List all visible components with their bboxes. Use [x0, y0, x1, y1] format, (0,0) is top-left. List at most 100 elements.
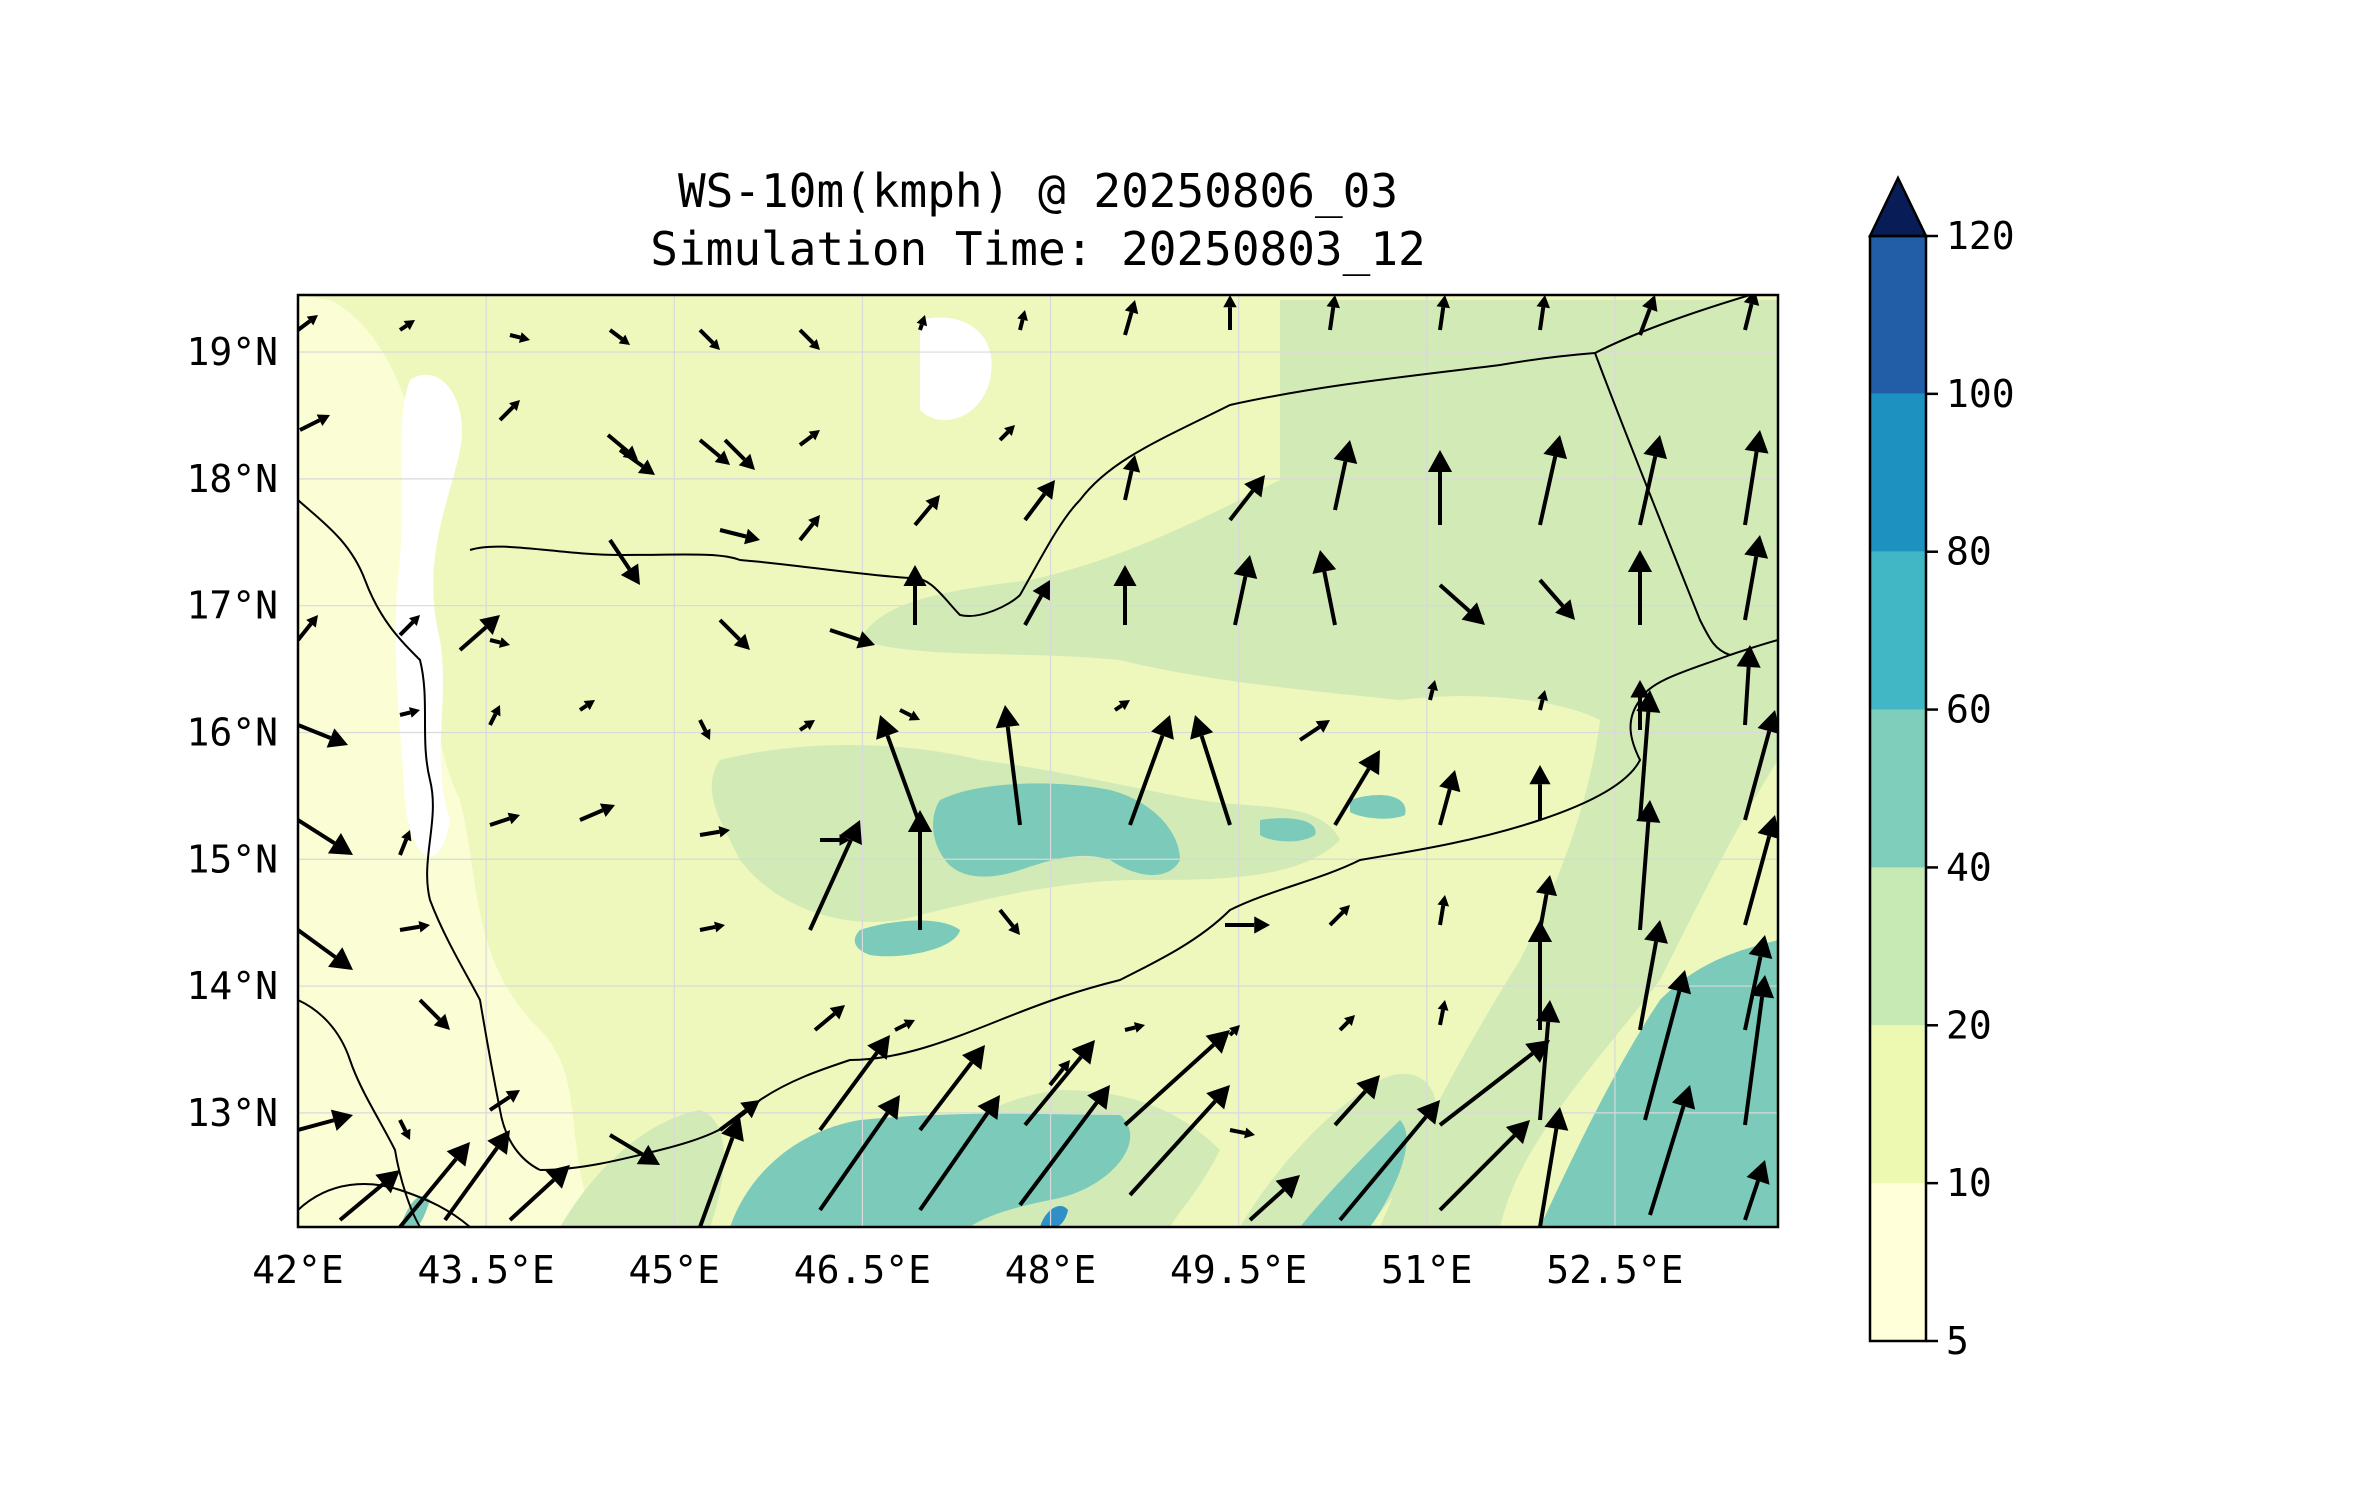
wind-arrow	[1537, 690, 1548, 711]
wind-arrow	[1627, 550, 1653, 625]
y-tick-label: 16°N	[186, 710, 278, 754]
wind-arrow	[1017, 310, 1028, 331]
wind-arrow	[1248, 1175, 1300, 1222]
x-tick-label: 52.5°E	[1546, 1248, 1683, 1292]
wind-arrow	[1123, 300, 1139, 336]
wind-arrow	[298, 928, 353, 970]
wind-arrow	[508, 1165, 570, 1222]
wind-arrow	[1124, 1022, 1145, 1033]
wind-arrow	[1636, 690, 1661, 821]
wind-arrow	[829, 628, 875, 649]
wind-arrow	[1228, 1025, 1240, 1037]
wind-arrow	[509, 332, 530, 343]
wind-arrow	[489, 812, 520, 827]
wind-arrow	[1743, 815, 1778, 926]
y-axis-ticks: 13°N 14°N 15°N 16°N 17°N 18°N 19°N	[186, 330, 278, 1135]
wind-arrow	[1743, 1160, 1770, 1221]
colorbar-extend-arrow	[1868, 175, 1928, 238]
wind-arrow	[998, 425, 1015, 442]
colorbar-tick-label: 5	[1946, 1319, 1969, 1363]
wind-speed-region-14	[1300, 1120, 1407, 1227]
wind-arrow	[699, 921, 725, 933]
wind-speed-region-9	[933, 783, 1180, 877]
wind-arrow	[1536, 295, 1550, 331]
wind-arrow	[813, 1005, 845, 1032]
wind-arrow	[1538, 435, 1568, 526]
wind-arrow	[1438, 1040, 1550, 1127]
wind-arrow	[918, 1095, 1000, 1212]
wind-arrow	[820, 834, 850, 846]
wind-arrow	[1638, 435, 1668, 526]
wind-arrow	[876, 715, 922, 826]
wind-speed-region-10	[854, 920, 960, 957]
x-tick-label: 43.5°E	[417, 1248, 554, 1292]
wind-arrow	[1743, 535, 1769, 621]
wind-arrow	[1529, 765, 1551, 820]
title-line-2: Simulation Time: 20250803_12	[650, 222, 1426, 276]
colorbar-tick-label: 20	[1946, 1003, 1992, 1047]
wind-speed-region-15	[1540, 940, 1778, 1227]
y-tick-label: 17°N	[186, 584, 278, 628]
wind-arrow	[1427, 680, 1438, 701]
title-line-1: WS-10m(kmph) @ 20250806_03	[677, 164, 1399, 218]
wind-arrow	[1128, 715, 1174, 826]
wind-arrow	[298, 818, 353, 855]
wind-arrow	[398, 320, 415, 332]
wind-arrow	[458, 615, 500, 652]
y-tick-label: 14°N	[186, 964, 278, 1008]
wind-speed-region-17	[1040, 1206, 1068, 1227]
wind-arrow	[299, 414, 330, 432]
wind-arrow	[1535, 875, 1558, 931]
wind-arrow	[398, 615, 420, 637]
wind-arrow	[1630, 680, 1650, 730]
wind-arrow	[1122, 455, 1141, 501]
wind-arrow	[398, 1119, 411, 1140]
colorbar-band	[1870, 236, 1926, 394]
wind-arrow	[398, 1142, 470, 1227]
wind-arrow	[1736, 645, 1761, 726]
wind-arrow	[699, 825, 730, 838]
wind-arrow	[1743, 710, 1778, 821]
y-tick-label: 18°N	[186, 457, 278, 501]
wind-arrow	[298, 723, 348, 748]
wind-arrow	[1123, 1030, 1230, 1127]
colorbar-ticks: 5 10 20 40 60 80 100 120	[1926, 214, 2015, 1363]
wind-arrow	[798, 430, 820, 447]
colorbar-tick-label: 100	[1946, 372, 2015, 416]
wind-arrow	[1312, 550, 1337, 626]
wind-speed-region-4	[860, 300, 1778, 1227]
colorbar-bands	[1870, 236, 1926, 1341]
wind-arrow	[608, 328, 630, 345]
wind-arrow	[719, 528, 760, 545]
colorbar-tick-label: 40	[1946, 845, 1992, 889]
wind-arrow	[1743, 975, 1775, 1126]
wind-arrow	[498, 400, 520, 422]
wind-arrow	[798, 515, 820, 542]
wind-arrow	[698, 438, 730, 465]
x-tick-label: 46.5°E	[794, 1248, 931, 1292]
wind-arrow	[1438, 770, 1461, 826]
wind-arrow	[608, 538, 640, 585]
wind-arrow	[1648, 1085, 1696, 1216]
wind-arrow	[698, 1117, 744, 1227]
wind-arrow	[698, 719, 711, 740]
wind-arrow	[1638, 920, 1668, 1031]
wind-arrow	[894, 1019, 915, 1032]
colorbar-band	[1870, 551, 1926, 710]
wind-arrow	[1538, 1107, 1569, 1227]
wind-arrow	[338, 1170, 400, 1222]
map-frame	[296, 293, 1780, 1229]
wind-arrow	[1436, 295, 1450, 331]
x-tick-label: 51°E	[1381, 1248, 1473, 1292]
wind-arrow	[579, 803, 615, 822]
wind-arrow	[1023, 580, 1050, 626]
boundary-line-0	[298, 499, 541, 1171]
wind-arrow	[998, 908, 1020, 935]
wind-arrow	[1338, 1100, 1440, 1222]
wind-arrow	[1328, 905, 1350, 927]
wind-arrow	[718, 618, 750, 650]
wind-arrow	[1437, 1000, 1449, 1026]
colorbar-band	[1870, 1025, 1926, 1184]
boundary-line-2	[469, 352, 1596, 617]
wind-arrow	[298, 1109, 353, 1132]
